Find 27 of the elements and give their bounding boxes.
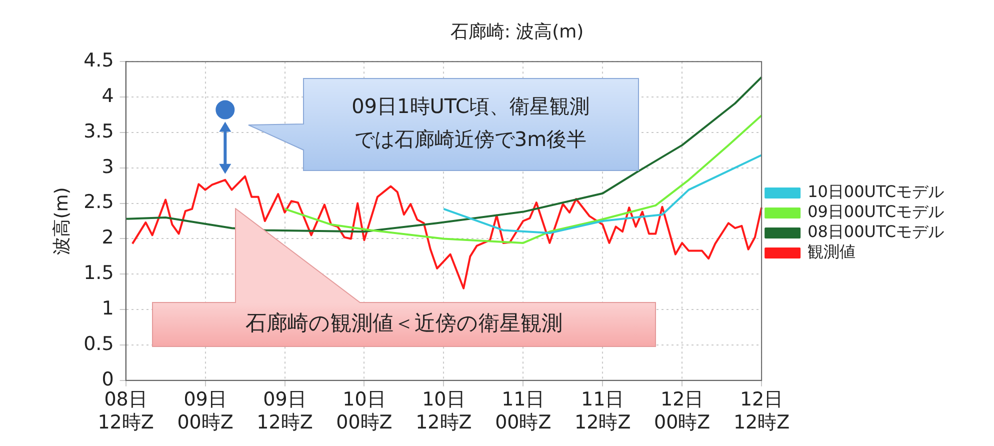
y-tick-label: 4 (102, 84, 114, 107)
legend-label: 観測値 (808, 242, 856, 262)
legend-label: 09日00UTCモデル (808, 202, 944, 222)
y-tick-label: 1.5 (84, 262, 114, 284)
y-tick-label: 0 (102, 368, 114, 390)
y-axis-title: 波高(m) (51, 187, 72, 255)
legend-label: 10日00UTCモデル (808, 182, 944, 202)
y-tick-label: 3.5 (84, 120, 114, 142)
x-tick-label: 11日00時Z (495, 388, 552, 434)
y-tick-label: 1 (102, 297, 114, 320)
chart-title: 石廊崎: 波高(m) (450, 21, 584, 42)
x-tick-label: 12日00時Z (654, 388, 710, 434)
x-tick-label: 08日12時Z (98, 388, 154, 434)
x-tick-label: 09日12時Z (256, 388, 313, 434)
x-tick-label: 11日12時Z (574, 388, 631, 434)
y-tick-label: 2 (102, 226, 114, 249)
y-tick-label: 0.5 (84, 332, 114, 355)
x-tick-label: 10日00時Z (336, 388, 392, 434)
annotation: 石廊崎の観測値＜近傍の衛星観測 (244, 310, 564, 337)
y-tick-label: 2.5 (84, 191, 114, 214)
y-tick-label: 4.5 (84, 50, 114, 72)
annotation: 09日1時UTC頃、衛星観測では石廊崎近傍で3m後半 (350, 93, 590, 153)
x-tick-label: 10日12時Z (416, 388, 472, 434)
x-tick-label: 12日12時Z (733, 388, 790, 434)
y-tick-label: 3 (102, 156, 114, 178)
legend-label: 08日00UTCモデル (808, 222, 944, 242)
x-tick-label: 09日00時Z (177, 388, 234, 434)
